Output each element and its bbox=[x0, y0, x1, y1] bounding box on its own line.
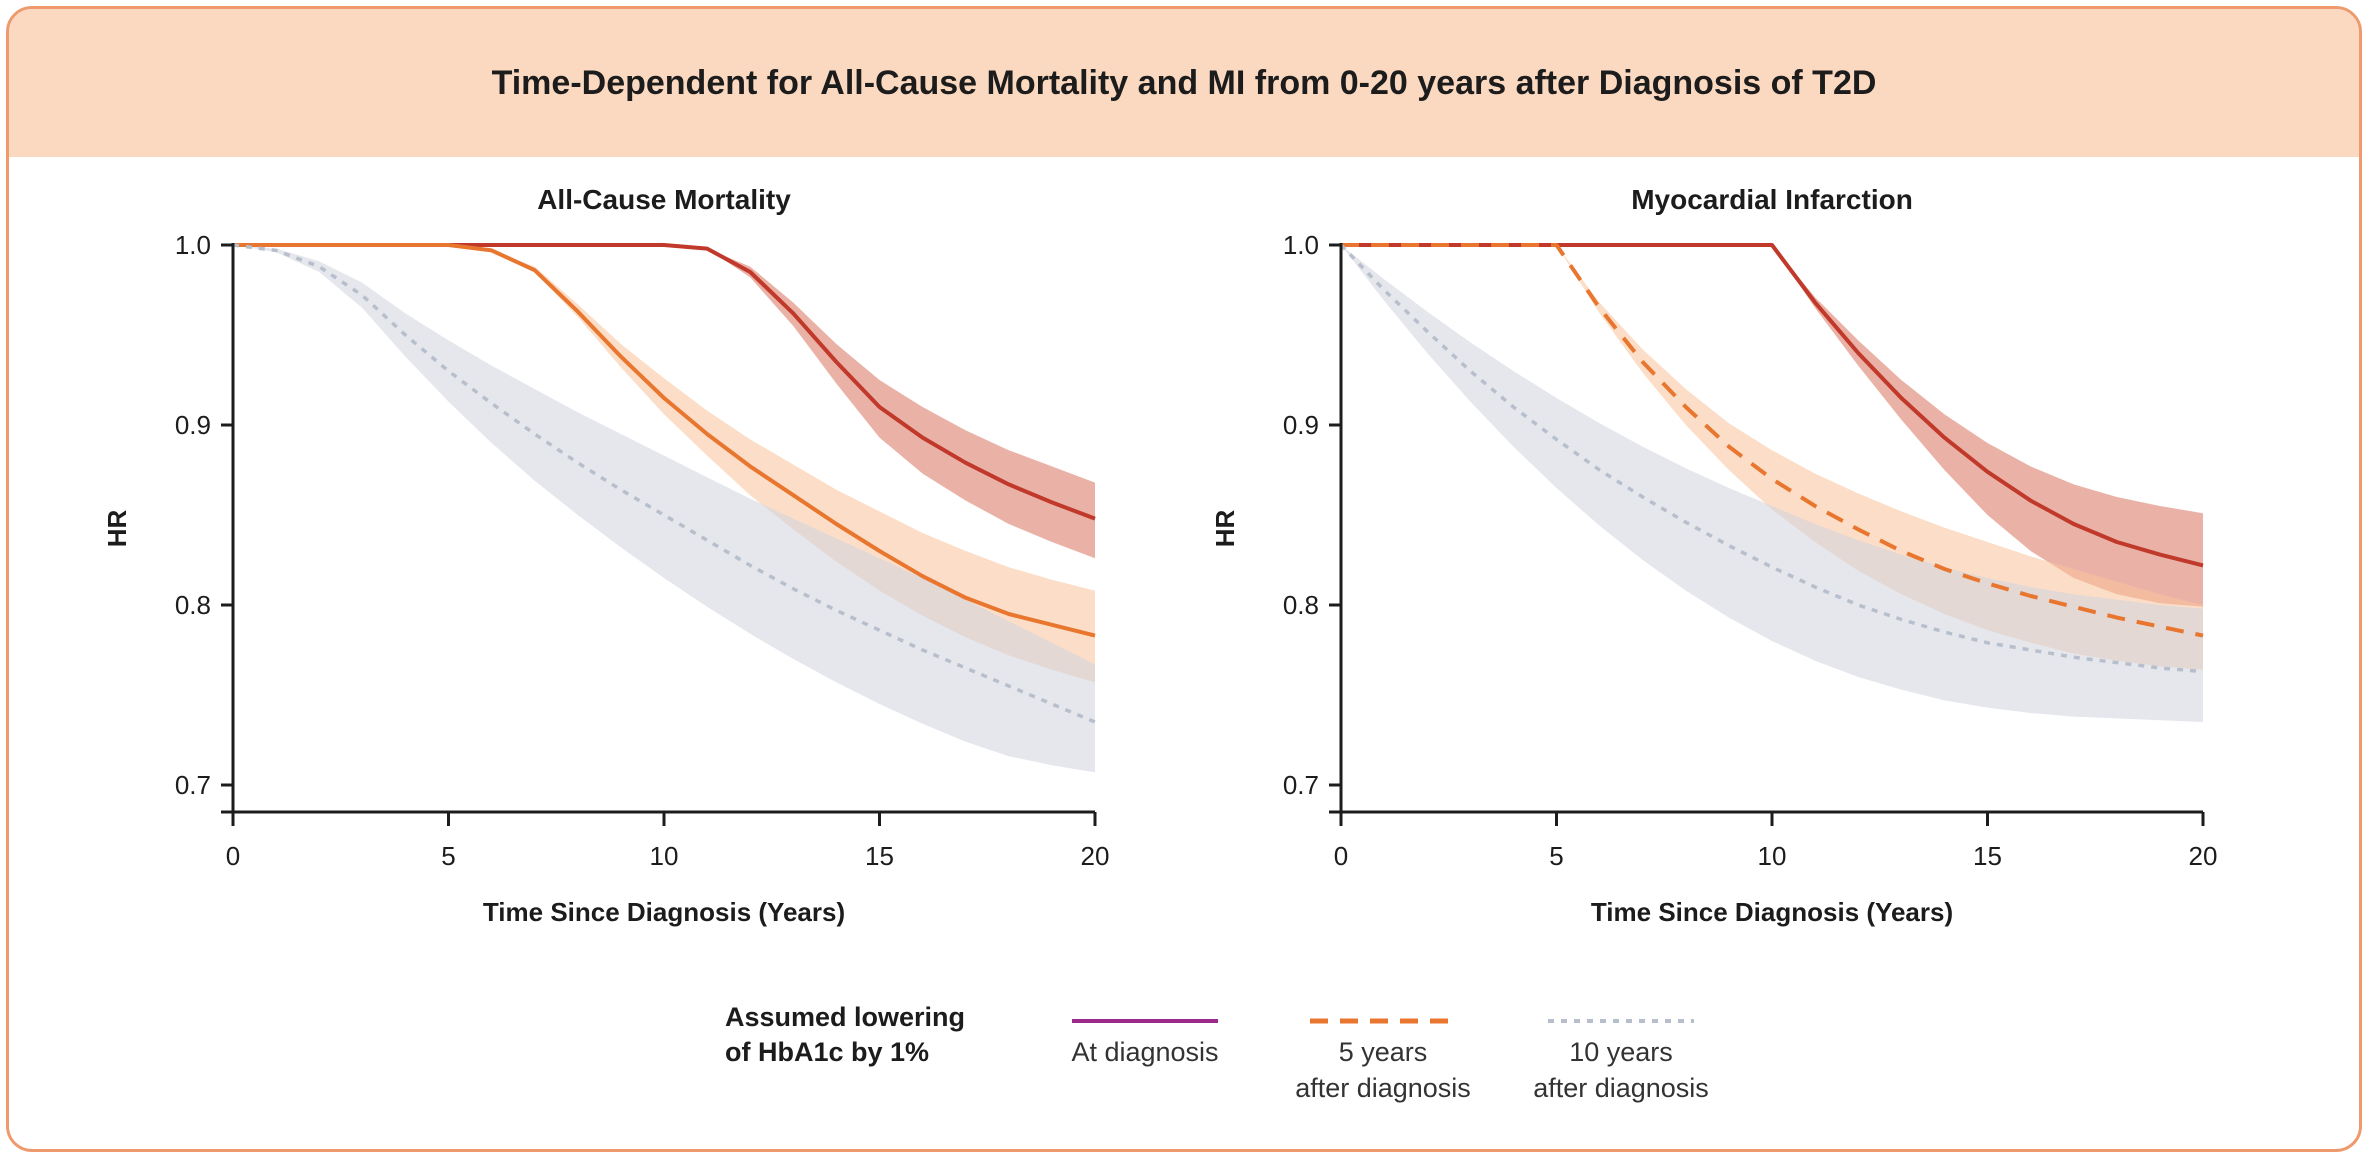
series-line-5-years-after-diagnosis bbox=[1341, 243, 2204, 638]
series-line-10-years-after-diagnosis bbox=[1339, 243, 2204, 674]
x-tick-label: 15 bbox=[1973, 841, 2002, 871]
x-tick-label: 10 bbox=[1758, 841, 1787, 871]
y-axis-label: HR bbox=[1210, 510, 1240, 548]
legend-title-line2: of HbA1c by 1% bbox=[725, 1037, 929, 1067]
legend-label-5-years-line1: 5 years bbox=[1339, 1037, 1428, 1067]
y-tick-label: 1.0 bbox=[1283, 230, 1319, 260]
legend-title-line1: Assumed lowering bbox=[725, 1002, 965, 1032]
x-tick-label: 5 bbox=[1549, 841, 1563, 871]
x-axis-label: Time Since Diagnosis (Years) bbox=[1591, 897, 1953, 927]
x-tick-label: 15 bbox=[865, 841, 894, 871]
y-tick-label: 0.8 bbox=[175, 590, 211, 620]
figure-title: Time-Dependent for All-Cause Mortality a… bbox=[491, 63, 1877, 102]
ci-band-5-years-after-diagnosis bbox=[1341, 245, 2203, 670]
x-axis-label: Time Since Diagnosis (Years) bbox=[483, 897, 845, 927]
x-tick-label: 20 bbox=[1081, 841, 1110, 871]
ci-band-at-diagnosis bbox=[1341, 245, 2203, 607]
y-tick-label: 1.0 bbox=[175, 230, 211, 260]
legend-label-10-years-line1: 10 years bbox=[1569, 1037, 1673, 1067]
ci-band-10-years-after-diagnosis bbox=[1341, 245, 2203, 722]
chart-panels: All-Cause Mortality 0.7 0.8 0.9 1.0 0 5 10 15 20 T… bbox=[102, 184, 2217, 927]
legend-label-10-years-line2: after diagnosis bbox=[1533, 1073, 1709, 1103]
x-tick-label: 10 bbox=[650, 841, 679, 871]
chart-panel-myocardial-infarction: Myocardial Infarction 0.7 0.8 0.9 1.0 0 5 10 15 2… bbox=[1210, 184, 2217, 927]
series-line-10-years-after-diagnosis bbox=[232, 243, 1096, 724]
title-banner: Time-Dependent for All-Cause Mortality a… bbox=[9, 9, 2359, 157]
x-tick-label: 20 bbox=[2189, 841, 2218, 871]
x-tick-label: 5 bbox=[441, 841, 455, 871]
y-tick-label: 0.7 bbox=[1283, 770, 1319, 800]
legend-label-5-years-line2: after diagnosis bbox=[1295, 1073, 1471, 1103]
ci-band-10-years-after-diagnosis bbox=[233, 245, 1095, 773]
y-tick-label: 0.9 bbox=[1283, 410, 1319, 440]
series-line-at-diagnosis bbox=[1341, 243, 2204, 568]
y-tick-label: 0.8 bbox=[1283, 590, 1319, 620]
y-tick-label: 0.9 bbox=[175, 410, 211, 440]
series-line-5-years-after-diagnosis bbox=[233, 243, 1096, 638]
x-tick-label: 0 bbox=[226, 841, 240, 871]
legend: Assumed lowering of HbA1c by 1% At diagn… bbox=[725, 1002, 1709, 1103]
y-tick-label: 0.7 bbox=[175, 770, 211, 800]
panel-title: Myocardial Infarction bbox=[1631, 184, 1913, 215]
chart-panel-all-cause-mortality: All-Cause Mortality 0.7 0.8 0.9 1.0 0 5 10 15 20 T… bbox=[102, 184, 1109, 927]
legend-label-at-diagnosis: At diagnosis bbox=[1071, 1037, 1218, 1067]
x-tick-label: 0 bbox=[1334, 841, 1348, 871]
y-axis-label: HR bbox=[102, 510, 132, 548]
panel-title: All-Cause Mortality bbox=[537, 184, 791, 215]
